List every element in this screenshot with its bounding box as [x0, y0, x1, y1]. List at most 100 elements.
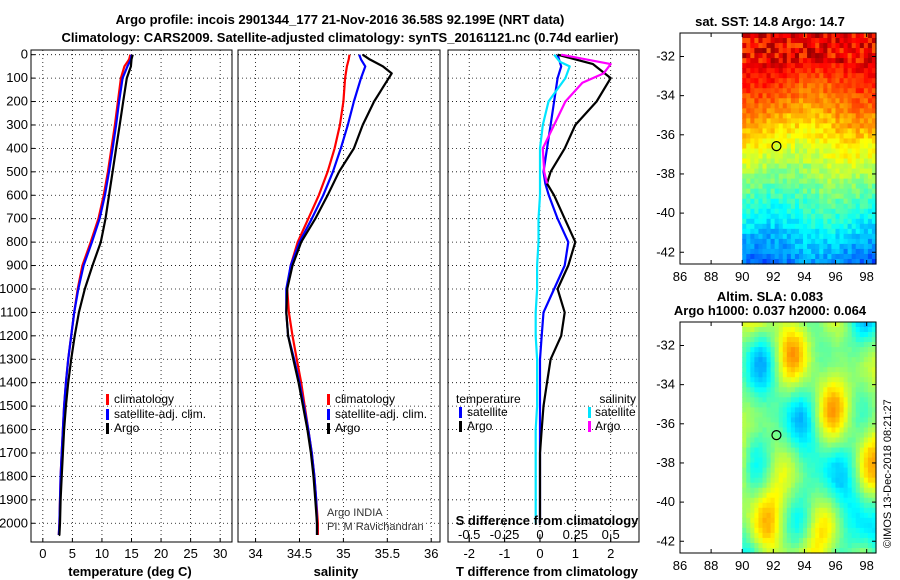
map-cell — [770, 223, 776, 230]
map-cell — [754, 78, 760, 84]
map-cell — [774, 437, 780, 444]
map-cell — [831, 542, 837, 549]
map-cell — [827, 402, 832, 408]
map-cell — [839, 168, 845, 175]
map-cell — [831, 407, 837, 413]
map-cell — [863, 103, 869, 109]
map-cell — [843, 103, 849, 109]
map-cell — [827, 332, 832, 338]
map-cell — [762, 138, 768, 145]
map-cell — [774, 253, 780, 260]
map-cell — [823, 148, 828, 155]
map-cell — [835, 233, 841, 240]
x-tick-label: -1 — [499, 546, 511, 561]
map-cell — [815, 103, 820, 109]
map-cell — [742, 482, 747, 489]
map-cell — [831, 63, 837, 69]
map-cell — [786, 78, 792, 84]
map-cell — [863, 123, 869, 130]
map-cell — [774, 347, 780, 353]
map-cell — [871, 33, 877, 39]
lon-tick-label: 94 — [797, 269, 811, 284]
map-cell — [871, 417, 877, 424]
map-cell — [823, 502, 828, 509]
map-cell — [859, 188, 865, 195]
map-cell — [835, 432, 841, 439]
map-cell — [762, 213, 768, 220]
map-cell — [782, 138, 788, 145]
map-cell — [758, 133, 764, 140]
map-cell — [798, 447, 804, 454]
map-cell — [754, 487, 760, 494]
map-cell — [851, 547, 857, 554]
map-cell — [786, 372, 792, 378]
map-cell — [758, 43, 764, 49]
map-cell — [815, 387, 820, 393]
map-cell — [871, 322, 877, 328]
map-cell — [819, 372, 824, 378]
map-cell — [827, 38, 832, 44]
map-cell — [766, 457, 772, 464]
map-cell — [782, 128, 788, 135]
map-cell — [774, 547, 780, 554]
map-cell — [790, 357, 796, 363]
map-cell — [758, 537, 764, 544]
map-cell — [746, 422, 751, 429]
map-cell — [750, 188, 755, 195]
map-cell — [786, 203, 792, 210]
map-cell — [750, 482, 755, 489]
map-cell — [778, 332, 784, 338]
map-cell — [754, 472, 760, 479]
map-cell — [794, 158, 800, 165]
map-cell — [803, 527, 808, 534]
map-cell — [843, 143, 849, 150]
map-cell — [746, 198, 751, 205]
map-cell — [815, 432, 820, 439]
map-cell — [847, 238, 853, 245]
map-cell — [827, 497, 832, 504]
map-cell — [867, 253, 873, 260]
map-cell — [798, 88, 804, 94]
map-cell — [835, 148, 841, 155]
map-cell — [754, 507, 760, 514]
map-cell — [774, 322, 780, 328]
map-cell — [798, 327, 804, 333]
map-cell — [851, 427, 857, 434]
map-cell — [827, 128, 832, 135]
map-cell — [742, 228, 747, 235]
map-cell — [827, 163, 832, 170]
map-cell — [823, 387, 828, 393]
map-cell — [778, 163, 784, 170]
map-cell — [754, 327, 760, 333]
map-cell — [770, 183, 776, 190]
map-cell — [754, 462, 760, 469]
map-cell — [839, 93, 845, 99]
map-cell — [798, 53, 804, 59]
map-cell — [811, 522, 816, 529]
map-cell — [847, 168, 853, 175]
map-cell — [843, 392, 849, 398]
map-cell — [855, 128, 861, 135]
lon-tick-label: 92 — [766, 269, 780, 284]
map-cell — [819, 158, 824, 165]
map-cell — [807, 163, 812, 170]
map-cell — [867, 412, 873, 419]
map-cell — [843, 472, 849, 479]
map-cell — [839, 457, 845, 464]
map-cell — [835, 53, 841, 59]
map-cell — [855, 123, 861, 130]
map-cell — [778, 108, 784, 114]
map-cell — [786, 377, 792, 383]
map-cell — [794, 467, 800, 474]
map-cell — [859, 352, 865, 358]
map-cell — [871, 487, 877, 494]
map-cell — [803, 402, 808, 408]
map-cell — [803, 522, 808, 529]
map-cell — [819, 412, 824, 419]
map-cell — [758, 367, 764, 373]
map-cell — [811, 537, 816, 544]
map-cell — [867, 68, 873, 74]
map-cell — [798, 517, 804, 524]
x-tick-label: 34 — [248, 546, 262, 561]
map-cell — [863, 173, 869, 180]
